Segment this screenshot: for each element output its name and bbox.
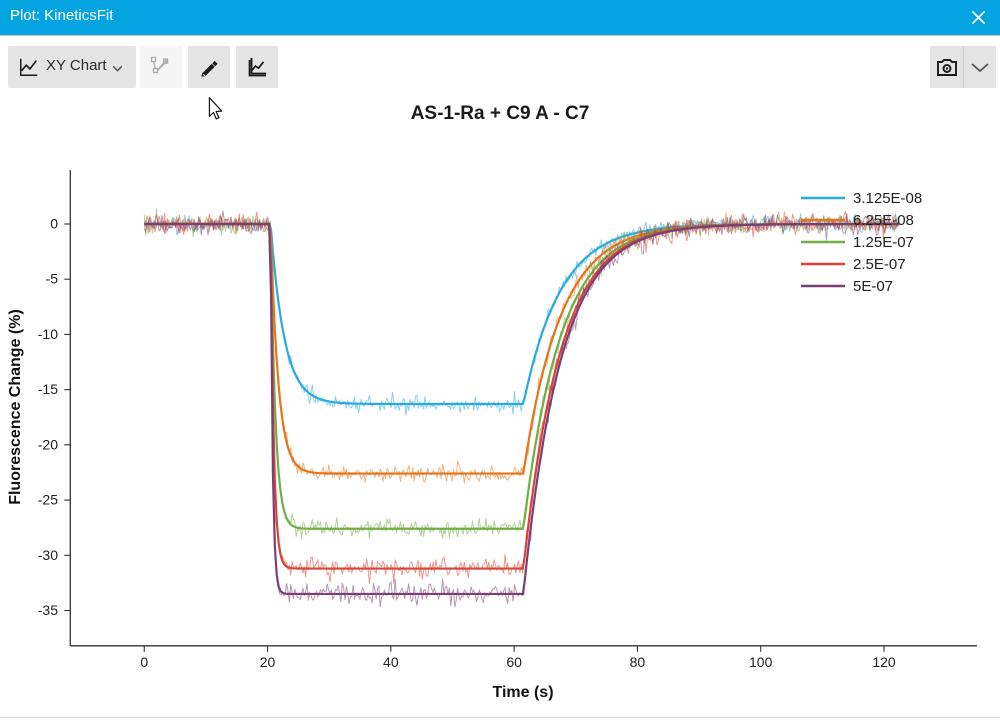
svg-text:Fluorescence Change (%): Fluorescence Change (%): [7, 309, 24, 505]
svg-text:-10: -10: [38, 326, 58, 342]
svg-text:60: 60: [506, 654, 522, 670]
svg-text:6.25E-08: 6.25E-08: [853, 212, 914, 229]
svg-text:3.125E-08: 3.125E-08: [853, 190, 922, 207]
svg-text:80: 80: [630, 654, 646, 670]
svg-text:20: 20: [260, 654, 276, 670]
svg-text:Time (s): Time (s): [492, 684, 553, 701]
svg-text:2.5E-07: 2.5E-07: [853, 256, 906, 273]
svg-text:-5: -5: [46, 271, 59, 287]
svg-text:5E-07: 5E-07: [853, 278, 893, 295]
svg-text:120: 120: [872, 654, 896, 670]
svg-text:-20: -20: [38, 436, 58, 452]
svg-text:1.25E-07: 1.25E-07: [853, 234, 914, 251]
svg-text:-25: -25: [38, 492, 58, 508]
svg-text:0: 0: [140, 654, 148, 670]
svg-text:-15: -15: [38, 381, 58, 397]
svg-text:-30: -30: [38, 547, 58, 563]
svg-text:-35: -35: [38, 602, 58, 618]
svg-text:0: 0: [50, 216, 58, 232]
svg-text:40: 40: [383, 654, 399, 670]
svg-text:100: 100: [749, 654, 773, 670]
